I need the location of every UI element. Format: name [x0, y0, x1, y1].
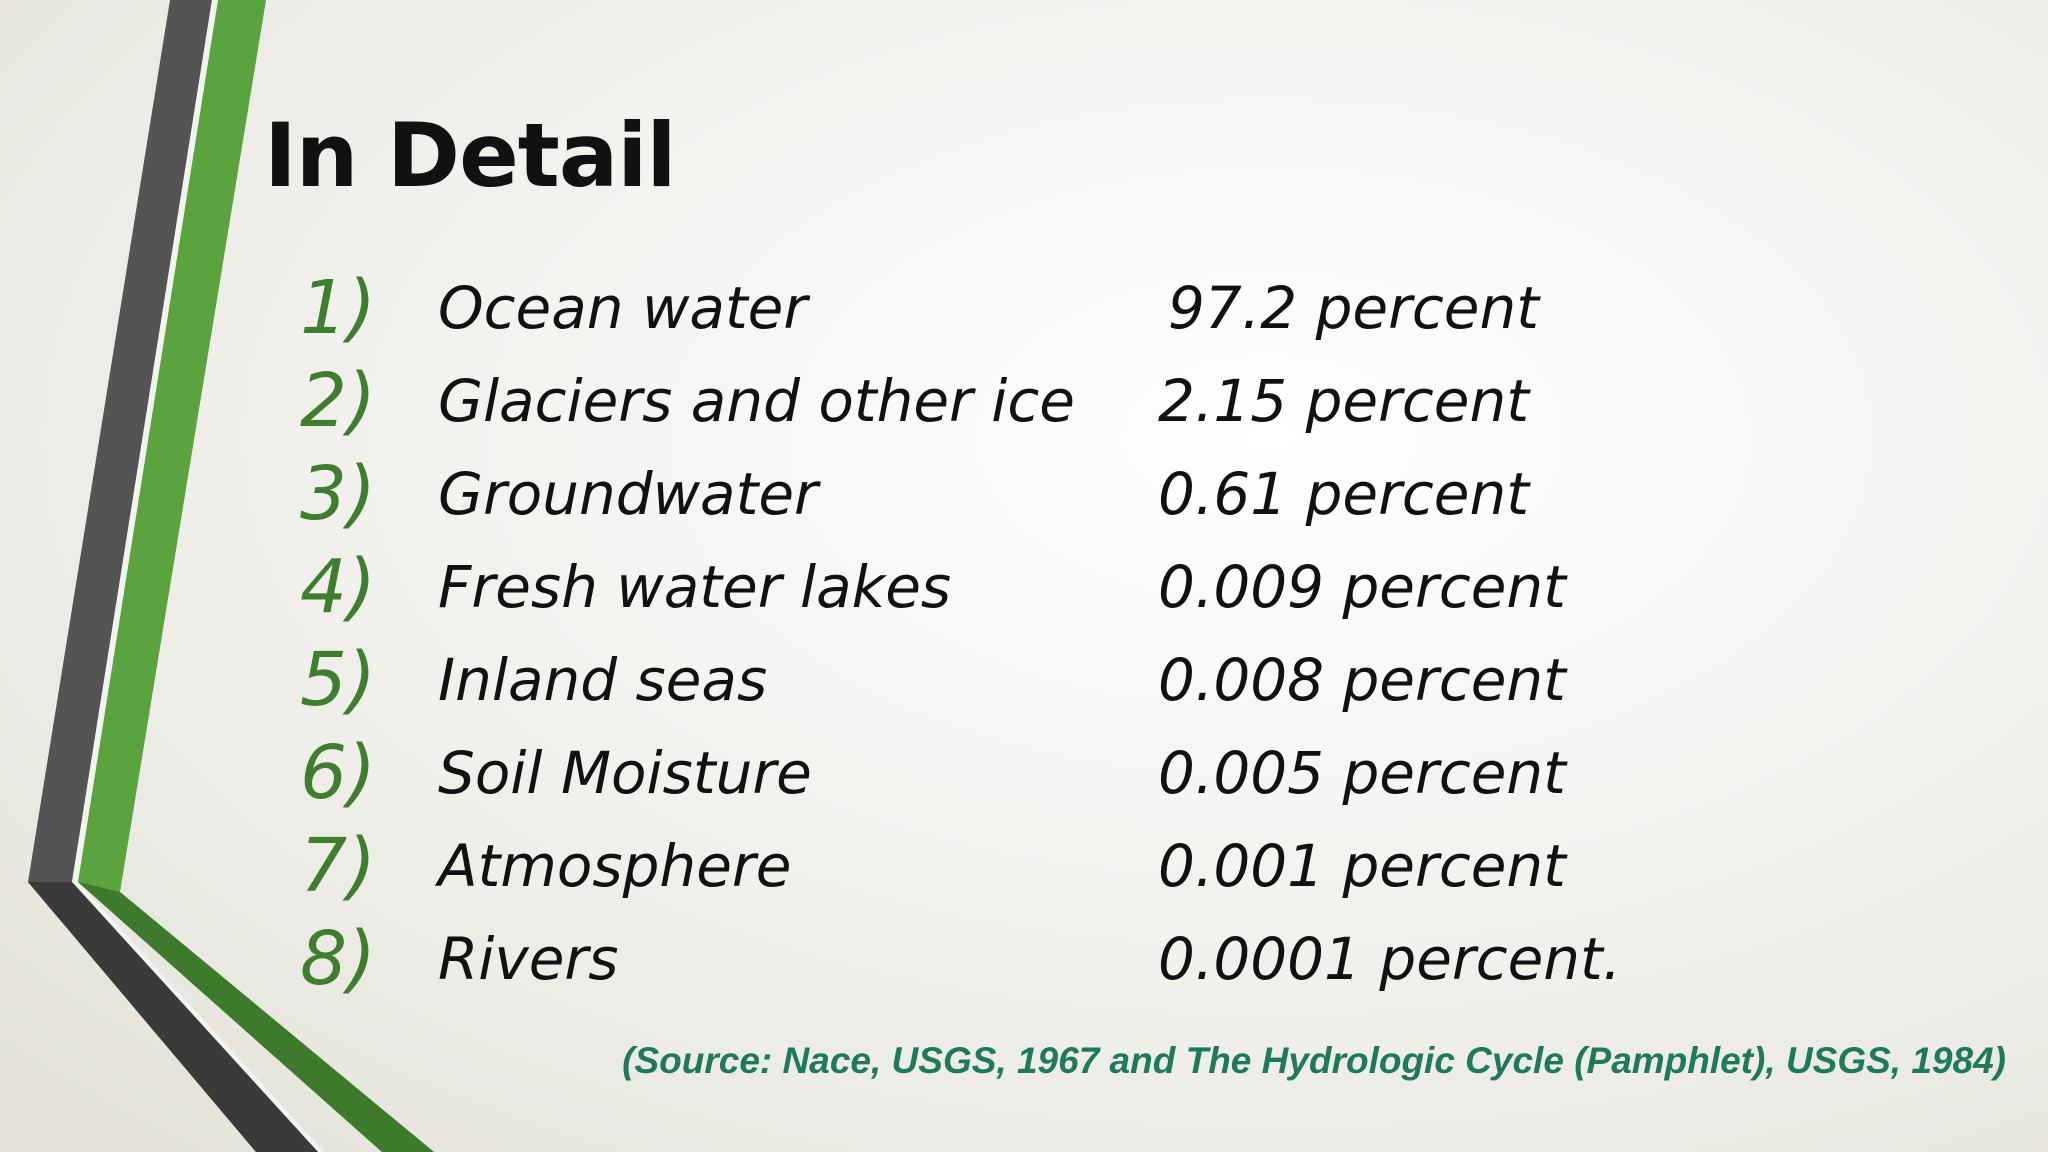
- green-stripe: [78, 0, 434, 1152]
- item-number: 7): [300, 823, 376, 909]
- item-value: 0.005 percent: [1158, 739, 1566, 807]
- list-item: 3) Groundwater 0.61 percent: [300, 448, 1700, 541]
- list-item: 1) Ocean water 97.2 percent: [300, 262, 1700, 355]
- water-distribution-list: 1) Ocean water 97.2 percent 2) Glaciers …: [300, 262, 1700, 1006]
- item-label: Ocean water: [438, 274, 808, 342]
- list-item: 7) Atmosphere 0.001 percent: [300, 820, 1700, 913]
- item-number: 8): [300, 916, 376, 1002]
- gray-stripe-lower: [28, 882, 318, 1152]
- source-citation: (Source: Nace, USGS, 1967 and The Hydrol…: [622, 1040, 2006, 1081]
- item-number: 1): [300, 265, 376, 351]
- list-item: 8) Rivers 0.0001 percent.: [300, 913, 1700, 1006]
- item-number: 3): [300, 451, 376, 537]
- item-value: 0.61 percent: [1158, 460, 1529, 528]
- item-value: 0.009 percent: [1158, 553, 1566, 621]
- item-number: 2): [300, 358, 376, 444]
- list-item: 6) Soil Moisture 0.005 percent: [300, 727, 1700, 820]
- list-item: 5) Inland seas 0.008 percent: [300, 634, 1700, 727]
- item-label: Groundwater: [438, 460, 818, 528]
- white-separator: [72, 0, 324, 1152]
- item-label: Inland seas: [438, 646, 768, 714]
- item-number: 4): [300, 544, 376, 630]
- green-stripe-lower: [78, 882, 434, 1152]
- item-value: 97.2 percent: [1168, 274, 1539, 342]
- item-label: Rivers: [438, 925, 619, 993]
- item-label: Atmosphere: [438, 832, 792, 900]
- gray-stripe: [28, 0, 318, 1152]
- item-value: 2.15 percent: [1158, 367, 1529, 435]
- item-label: Soil Moisture: [438, 739, 812, 807]
- item-value: 0.0001 percent.: [1158, 925, 1622, 993]
- item-number: 6): [300, 730, 376, 816]
- list-item: 4) Fresh water lakes 0.009 percent: [300, 541, 1700, 634]
- item-number: 5): [300, 637, 376, 723]
- item-value: 0.008 percent: [1158, 646, 1566, 714]
- item-value: 0.001 percent: [1158, 832, 1566, 900]
- item-label: Fresh water lakes: [438, 553, 952, 621]
- list-item: 2) Glaciers and other ice 2.15 percent: [300, 355, 1700, 448]
- slide-title: In Detail: [264, 104, 677, 207]
- item-label: Glaciers and other ice: [438, 367, 1075, 435]
